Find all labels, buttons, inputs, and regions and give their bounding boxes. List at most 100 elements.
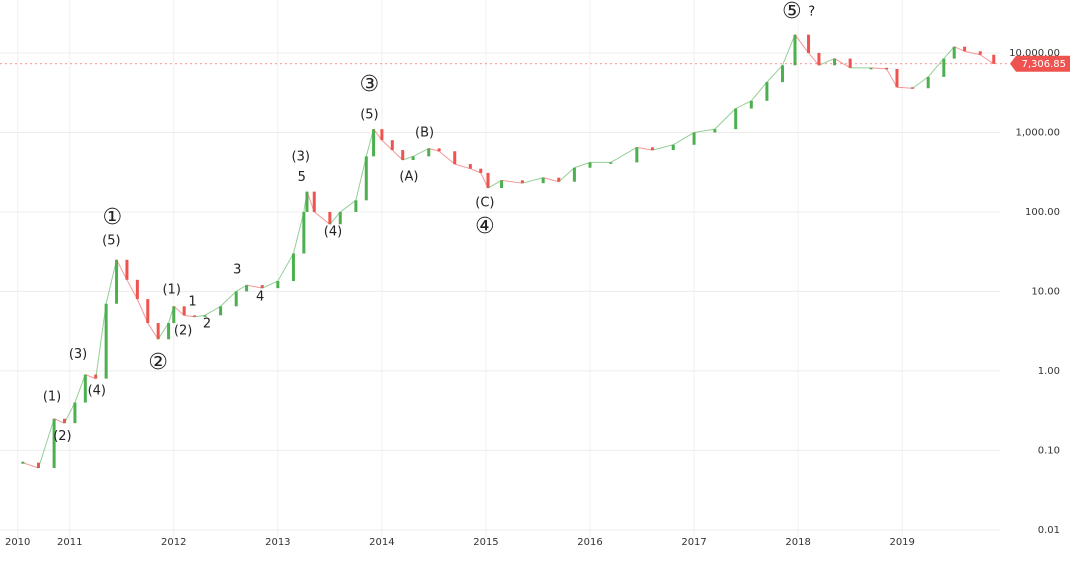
wick [652,144,674,151]
candle [833,58,837,66]
wick [402,155,414,161]
wick [574,161,591,169]
candle [486,172,490,189]
candle [650,147,654,151]
x-tick-label: 2014 [369,537,394,548]
candle [869,67,873,70]
wave-label: (5) [360,107,378,122]
candle [500,180,504,189]
wave-label: ? [808,4,815,19]
candle [219,306,223,316]
wick [979,54,995,65]
candle [992,54,996,64]
wick [896,86,913,89]
wave-label: 5 [298,170,306,185]
wick [262,280,279,289]
candle [302,211,306,254]
wick [954,46,965,52]
wave-label: 2 [203,316,211,331]
wave-label: (2) [53,429,71,444]
candle [557,177,561,182]
wick [558,167,575,183]
wick [693,128,715,133]
candle [895,68,899,88]
wave-label: (4) [88,383,106,398]
y-tick-label: 1,000.00 [1015,127,1060,138]
wick [454,163,471,170]
candle [713,129,717,133]
candle [193,315,197,317]
candle [468,164,472,169]
wick [136,298,149,324]
candle [427,148,431,157]
candle [401,150,405,161]
wave-label: (B) [415,125,434,140]
candle [734,108,738,130]
wick [64,402,76,424]
wick [912,76,929,89]
candle [354,200,358,212]
wick [277,253,294,282]
wick [412,147,429,157]
wave-label: ② [148,350,168,375]
candle [437,148,441,152]
candle [52,418,56,469]
wave-label: ⑤ [782,0,802,24]
candle [328,211,332,225]
wick [105,259,118,304]
wick [794,34,809,54]
candle [609,162,613,164]
y-tick-label: 10.00 [1031,286,1060,297]
wave-label: (3) [292,150,310,165]
x-tick-label: 2010 [5,537,30,548]
wick [886,68,898,88]
candle [765,82,769,101]
wave-label: (3) [69,347,87,362]
wick [355,156,367,201]
candle [807,34,811,53]
candle [63,418,67,424]
wick [381,139,393,151]
wave-label: (A) [399,170,418,185]
wave-label: 3 [233,262,241,277]
candle [588,162,592,168]
candle [260,285,264,289]
wick [157,322,169,340]
candle [817,52,821,66]
wick [38,418,55,469]
candle [671,144,675,151]
wave-label: 1 [188,294,196,309]
candle [781,65,785,83]
wave-label: (5) [102,234,120,249]
x-tick-label: 2011 [57,537,82,548]
candle [885,67,889,70]
last-price-label: 7,306.85 [1021,59,1066,70]
wick [766,64,783,83]
wick [750,81,768,102]
wick [246,284,263,289]
wick [782,34,796,66]
candle [372,129,376,157]
candle [234,291,238,307]
candle [926,76,930,89]
candle [635,147,639,163]
wick [870,67,887,70]
wick [808,52,820,66]
y-tick-label: 0.01 [1038,525,1060,536]
candle [541,177,545,184]
candle [245,285,249,292]
wick [636,146,653,151]
candle [572,167,576,182]
wick [85,374,96,380]
wave-label: (4) [324,224,342,239]
wick [543,177,559,183]
wick [487,179,502,189]
candle [848,58,852,68]
wave-label: (2) [174,323,192,338]
candle [305,191,309,212]
wick [673,132,695,146]
candle [312,191,316,212]
wick [292,211,305,254]
wick [194,314,206,318]
